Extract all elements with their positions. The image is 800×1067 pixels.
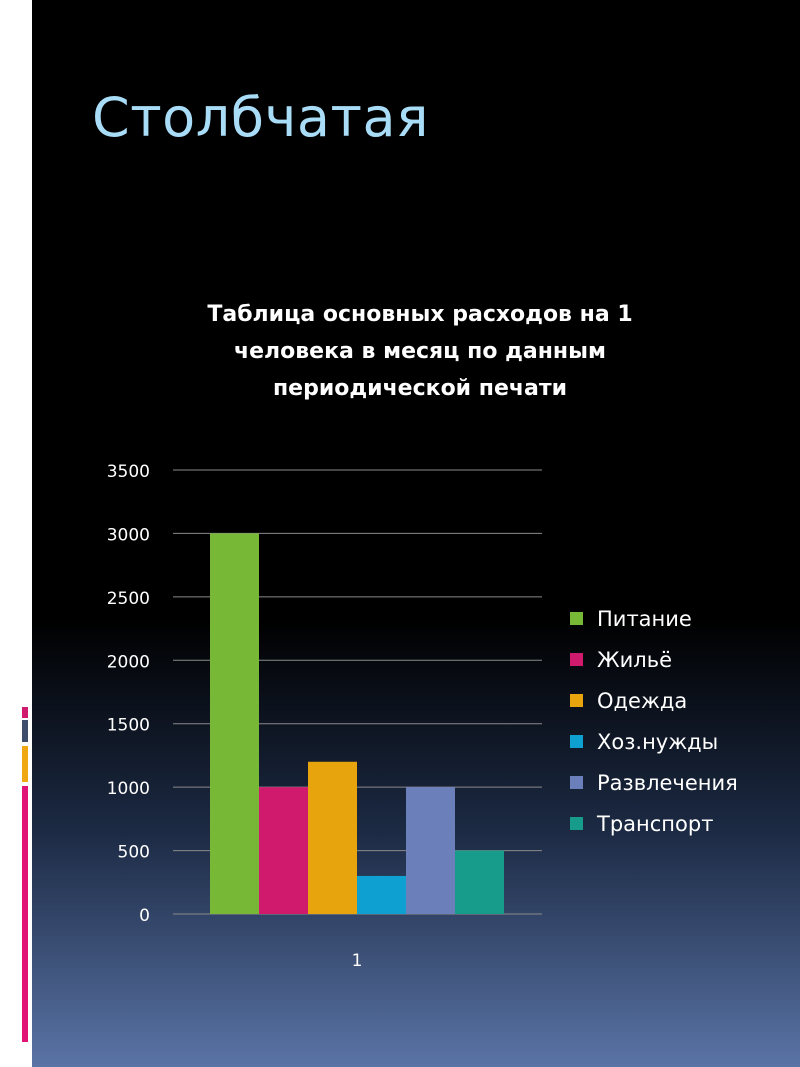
- legend-swatch: [570, 776, 583, 789]
- y-tick-label: 0: [139, 906, 150, 926]
- legend-label: Развлечения: [597, 770, 738, 795]
- legend-item: Питание: [570, 598, 738, 639]
- decorative-bar-pink: [22, 707, 28, 718]
- y-tick-label: 500: [118, 843, 150, 863]
- legend-item: Развлечения: [570, 762, 738, 803]
- legend-label: Жильё: [597, 647, 672, 672]
- bar-3: [308, 761, 357, 914]
- y-tick-label: 1500: [107, 716, 150, 736]
- legend-label: Одежда: [597, 688, 688, 713]
- x-tick-label: 1: [352, 951, 363, 971]
- y-tick-label: 2000: [107, 652, 150, 672]
- legend-item: Одежда: [570, 680, 738, 721]
- legend-item: Жильё: [570, 639, 738, 680]
- legend-item: Хоз.нужды: [570, 721, 738, 762]
- legend-swatch: [570, 817, 583, 830]
- legend-swatch: [570, 694, 583, 707]
- legend-swatch: [570, 612, 583, 625]
- bar-1: [210, 533, 259, 914]
- legend-swatch: [570, 653, 583, 666]
- legend-item: Транспорт: [570, 803, 738, 844]
- chart-legend: Питание Жильё Одежда Хоз.нужды Развлечения Тр…: [570, 598, 738, 844]
- bar-6: [455, 850, 504, 914]
- bar-4: [357, 875, 406, 914]
- y-tick-label: 3000: [107, 525, 150, 545]
- decorative-bar-magenta: [22, 786, 28, 1042]
- slide-title: Столбчатая: [92, 86, 430, 149]
- decorative-bar-orange: [22, 746, 28, 782]
- bar-2: [259, 787, 308, 914]
- legend-swatch: [570, 735, 583, 748]
- y-tick-label: 2500: [107, 589, 150, 609]
- y-tick-label: 1000: [107, 779, 150, 799]
- decorative-bar-slate: [22, 720, 28, 742]
- legend-label: Питание: [597, 606, 692, 631]
- bar-5: [406, 787, 455, 914]
- legend-label: Транспорт: [597, 811, 714, 836]
- chart-title: Таблица основных расходов на 1 человека …: [207, 302, 633, 401]
- y-tick-label: 3500: [107, 462, 150, 482]
- legend-label: Хоз.нужды: [597, 729, 719, 754]
